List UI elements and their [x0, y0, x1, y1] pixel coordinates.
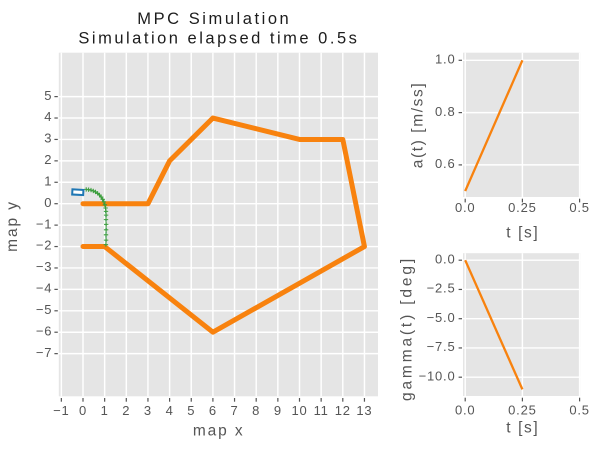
svg-text:map x: map x — [193, 422, 245, 439]
svg-text:0.25: 0.25 — [508, 200, 537, 215]
svg-text:−10.0: −10.0 — [419, 368, 456, 383]
svg-text:−3: −3 — [36, 259, 52, 274]
svg-text:12: 12 — [335, 403, 351, 418]
svg-text:t [s]: t [s] — [506, 420, 539, 437]
svg-text:9: 9 — [274, 403, 282, 418]
svg-text:0: 0 — [79, 403, 87, 418]
svg-text:0.25: 0.25 — [508, 403, 537, 418]
svg-text:7: 7 — [231, 403, 239, 418]
svg-text:−2.5: −2.5 — [427, 281, 456, 296]
svg-text:0.0: 0.0 — [455, 403, 475, 418]
svg-text:MPC Simulation: MPC Simulation — [137, 10, 291, 28]
svg-text:0.8: 0.8 — [435, 104, 455, 119]
svg-text:0.6: 0.6 — [435, 156, 455, 171]
svg-text:0.0: 0.0 — [455, 200, 475, 215]
svg-text:gamma(t) [deg]: gamma(t) [deg] — [398, 256, 415, 401]
svg-text:0.5: 0.5 — [569, 200, 589, 215]
svg-text:11: 11 — [314, 403, 329, 418]
svg-text:−6: −6 — [36, 323, 52, 338]
svg-text:−5.0: −5.0 — [427, 310, 456, 325]
svg-text:5: 5 — [187, 403, 195, 418]
svg-text:−7: −7 — [36, 345, 52, 360]
svg-text:0: 0 — [44, 195, 52, 210]
svg-text:−2: −2 — [36, 238, 52, 253]
svg-text:1: 1 — [101, 403, 109, 418]
svg-text:3: 3 — [144, 403, 152, 418]
svg-text:t [s]: t [s] — [506, 225, 539, 242]
svg-text:0.5: 0.5 — [569, 403, 589, 418]
svg-text:4: 4 — [166, 403, 174, 418]
svg-text:2: 2 — [122, 403, 130, 418]
svg-text:−1: −1 — [53, 403, 69, 418]
svg-text:−1: −1 — [36, 216, 52, 231]
svg-text:3: 3 — [44, 131, 52, 146]
svg-text:6: 6 — [209, 403, 217, 418]
svg-text:13: 13 — [356, 403, 372, 418]
svg-text:2: 2 — [44, 152, 52, 167]
svg-text:Simulation elapsed time 0.5s: Simulation elapsed time 0.5s — [78, 30, 359, 48]
svg-text:1.0: 1.0 — [435, 52, 455, 67]
svg-text:0.0: 0.0 — [435, 251, 455, 266]
svg-text:map y: map y — [4, 200, 21, 252]
svg-text:10: 10 — [291, 403, 307, 418]
svg-text:4: 4 — [44, 109, 52, 124]
svg-text:−5: −5 — [36, 302, 52, 317]
svg-text:5: 5 — [44, 88, 52, 103]
svg-text:−4: −4 — [36, 281, 52, 296]
svg-text:a(t) [m/ss]: a(t) [m/ss] — [410, 82, 427, 169]
svg-text:1: 1 — [44, 173, 52, 188]
svg-text:−7.5: −7.5 — [427, 339, 456, 354]
svg-text:8: 8 — [252, 403, 260, 418]
